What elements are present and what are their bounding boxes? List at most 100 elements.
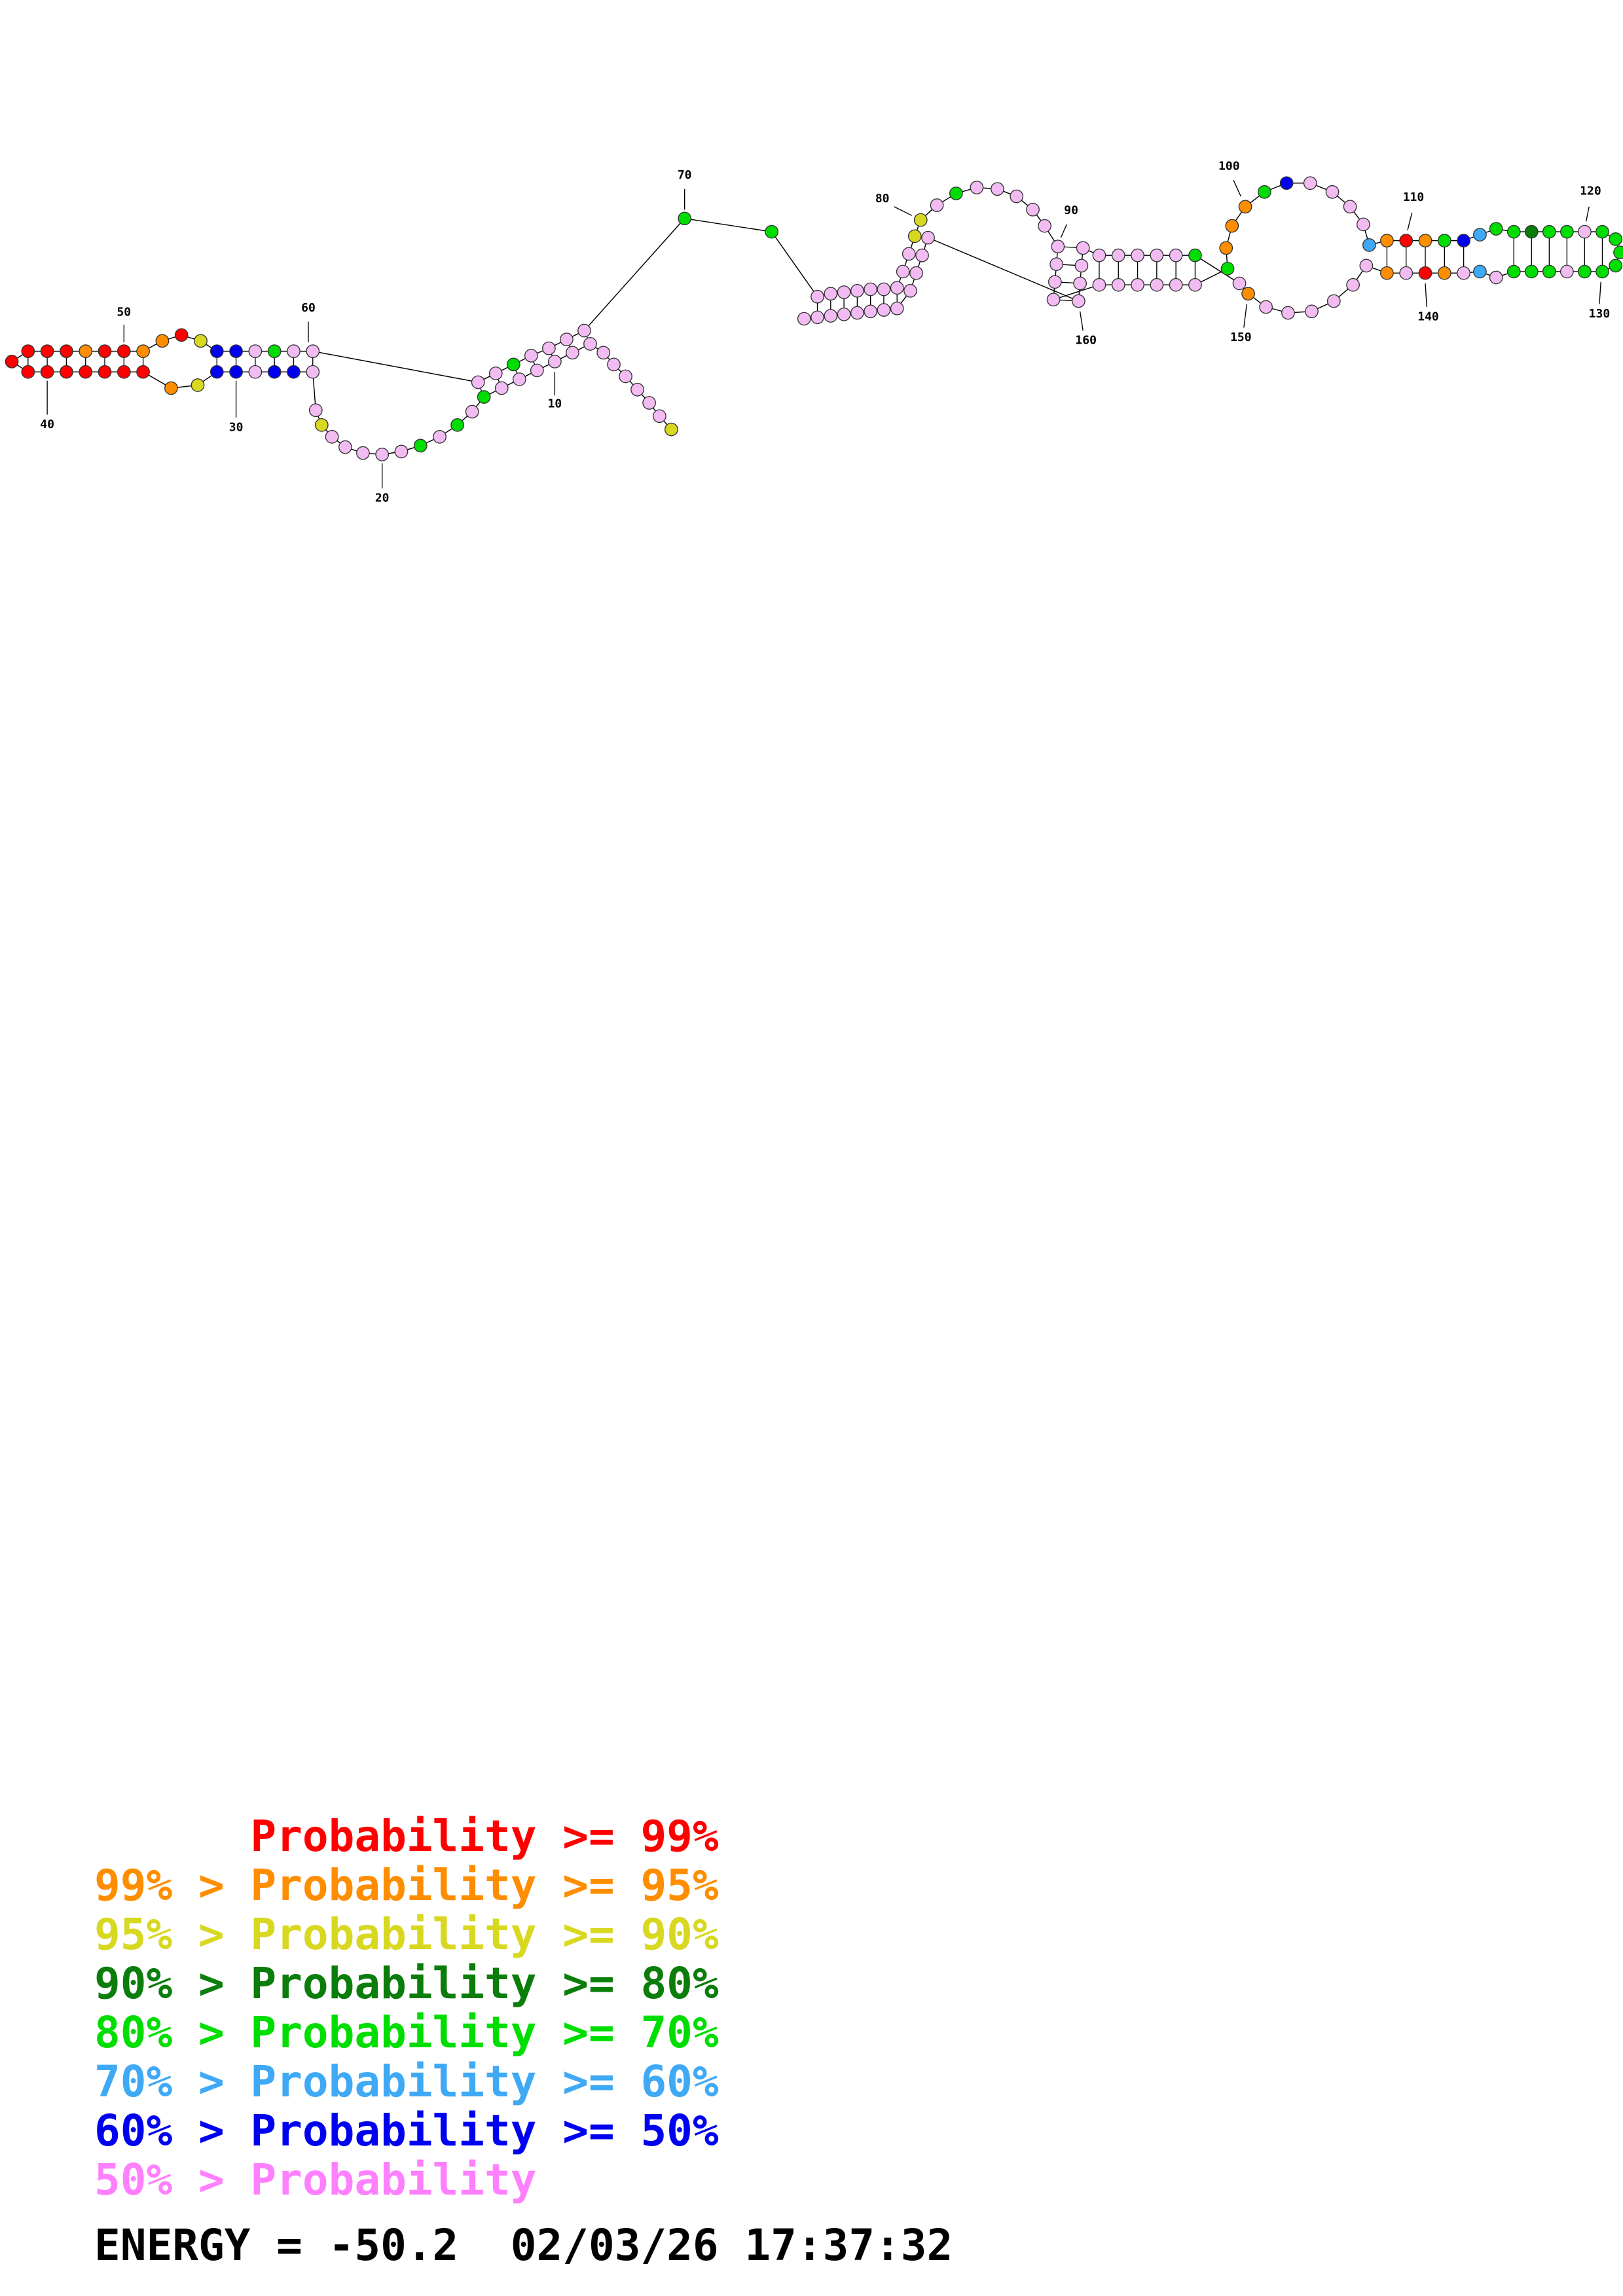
nucleotide <box>877 303 891 317</box>
nucleotide <box>21 365 35 379</box>
nucleotide <box>174 328 189 342</box>
nucleotide <box>1473 264 1487 279</box>
legend-row: Probability >= 99% <box>94 1811 719 1861</box>
nucleotide <box>1418 234 1432 247</box>
nucleotide <box>1613 245 1623 260</box>
nucleotide <box>1489 222 1503 236</box>
nucleotide <box>450 418 464 432</box>
nucleotide <box>155 334 170 348</box>
nucleotide <box>678 211 692 226</box>
nucleotide <box>79 365 93 379</box>
position-label: 70 <box>678 168 692 182</box>
legend-row: 80% > Probability >= 70% <box>94 2007 719 2058</box>
nucleotide <box>930 198 944 212</box>
nucleotide <box>1380 234 1394 247</box>
nucleotide <box>864 282 878 296</box>
nucleotide <box>619 369 632 384</box>
nucleotide <box>560 332 574 346</box>
position-label: 20 <box>375 492 390 505</box>
nucleotide <box>1609 232 1623 246</box>
nucleotide <box>1559 264 1574 279</box>
nucleotide <box>465 404 479 419</box>
position-label: 10 <box>548 397 562 410</box>
nucleotide <box>1489 270 1503 285</box>
nucleotide <box>577 323 591 338</box>
nucleotide <box>1362 238 1376 252</box>
position-label: 130 <box>1589 307 1611 321</box>
nucleotide <box>287 365 301 379</box>
nucleotide <box>1046 293 1061 307</box>
nucleotide <box>913 213 928 227</box>
nucleotide <box>229 344 243 359</box>
nucleotide <box>1169 248 1183 262</box>
nucleotide <box>1220 262 1235 276</box>
nucleotide <box>5 355 19 368</box>
nucleotide <box>811 310 824 325</box>
nucleotide <box>477 390 491 404</box>
nucleotide <box>949 187 963 200</box>
nucleotide <box>512 372 526 386</box>
nucleotide <box>1279 176 1294 190</box>
nucleotide <box>902 247 916 261</box>
nucleotide <box>1437 266 1451 280</box>
nucleotide <box>164 381 178 395</box>
nucleotide <box>1188 248 1202 262</box>
nucleotide <box>375 448 390 461</box>
nucleotide <box>1578 264 1592 279</box>
nucleotide <box>1076 241 1090 255</box>
nucleotide <box>248 365 263 379</box>
nucleotide <box>1356 217 1370 232</box>
nucleotide <box>60 365 73 379</box>
nucleotide <box>1131 278 1144 292</box>
nucleotide <box>210 344 224 359</box>
nucleotide <box>896 264 910 279</box>
nucleotide <box>991 182 1004 196</box>
position-label: 100 <box>1218 159 1240 173</box>
legend-row: 99% > Probability >= 95% <box>94 1860 719 1910</box>
nucleotide <box>630 382 644 397</box>
nucleotide <box>1542 224 1556 239</box>
nucleotide <box>903 283 917 298</box>
nucleotide <box>1238 200 1252 214</box>
nucleotide <box>1325 185 1340 199</box>
position-tick <box>1407 212 1413 231</box>
nucleotide <box>1418 266 1432 280</box>
nucleotide <box>248 344 263 359</box>
nucleotide <box>1111 248 1125 262</box>
nucleotide <box>1506 224 1521 239</box>
rna-secondary-structure-diagram: 10 20 30 40 50 60 70 80 90 100 110 120 130 140 150 160 <box>5 159 1623 505</box>
nucleotide <box>1188 278 1202 292</box>
position-label: 30 <box>229 420 244 434</box>
nucleotide <box>1074 259 1089 273</box>
nucleotide <box>797 312 811 326</box>
nucleotide <box>837 285 851 299</box>
position-label: 40 <box>40 418 54 431</box>
nucleotide <box>267 365 282 379</box>
nucleotide <box>325 429 339 444</box>
nucleotide <box>653 409 666 423</box>
nucleotide <box>40 344 54 359</box>
nucleotide <box>1609 259 1623 273</box>
nucleotide <box>890 281 904 295</box>
nucleotide <box>548 355 562 368</box>
nucleotide <box>1578 224 1592 239</box>
position-label: 60 <box>301 301 316 315</box>
nucleotide <box>506 357 520 372</box>
nucleotide <box>306 344 320 359</box>
position-label: 110 <box>1403 190 1425 204</box>
position-tick <box>1599 281 1601 304</box>
nucleotide <box>1072 294 1085 308</box>
nucleotide <box>210 365 224 379</box>
nucleotide <box>433 429 447 444</box>
nucleotide <box>877 282 891 296</box>
nucleotide <box>1457 234 1470 247</box>
position-tick <box>1060 224 1067 238</box>
position-label: 90 <box>1064 204 1078 217</box>
nucleotide <box>1437 234 1451 247</box>
legend-row: 95% > Probability >= 90% <box>94 1909 719 1960</box>
nucleotide <box>1049 257 1063 272</box>
nucleotide <box>194 334 208 348</box>
position-label: 80 <box>875 192 890 206</box>
nucleotide <box>909 266 923 280</box>
position-label: 140 <box>1417 310 1439 323</box>
